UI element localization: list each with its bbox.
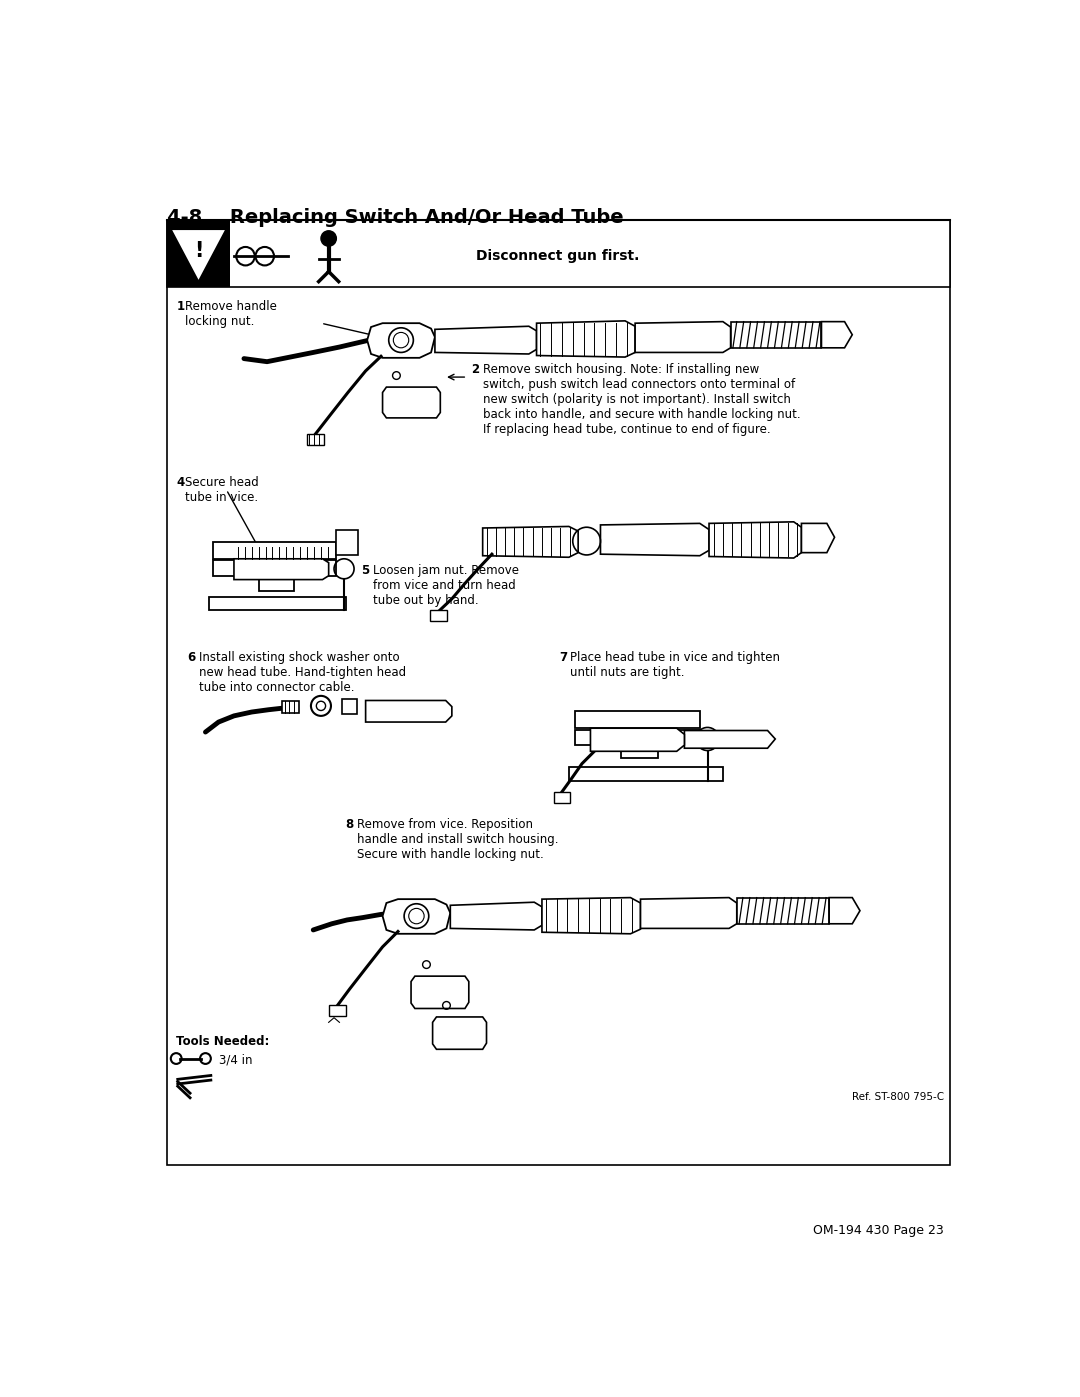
Bar	[730, 321, 822, 348]
Polygon shape	[685, 731, 775, 749]
Bar	[167, 219, 950, 286]
Text: Remove from vice. Reposition
handle and install switch housing.
Secure with hand: Remove from vice. Reposition handle and …	[357, 819, 558, 862]
Text: 3/4 in: 3/4 in	[218, 1053, 252, 1066]
Polygon shape	[411, 977, 469, 1009]
Polygon shape	[640, 898, 737, 929]
Bar	[569, 767, 723, 781]
Bar	[167, 219, 950, 1165]
Polygon shape	[435, 327, 537, 353]
Polygon shape	[450, 902, 542, 930]
Polygon shape	[234, 559, 328, 580]
Text: 4: 4	[176, 475, 185, 489]
Bar	[621, 735, 658, 759]
Bar	[554, 792, 570, 803]
Polygon shape	[366, 700, 451, 722]
Bar	[208, 597, 346, 610]
Polygon shape	[801, 524, 835, 553]
Polygon shape	[591, 728, 685, 752]
Polygon shape	[171, 229, 226, 282]
Text: Slide handle.: Slide handle.	[607, 327, 684, 339]
Text: 5: 5	[361, 564, 369, 577]
Text: Place head tube in vice and tighten
until nuts are tight.: Place head tube in vice and tighten unti…	[570, 651, 781, 679]
Text: Ref. ST-800 795-C: Ref. ST-800 795-C	[852, 1091, 944, 1102]
Bar	[341, 698, 357, 714]
Polygon shape	[382, 900, 450, 933]
Text: Remove handle
locking nut.: Remove handle locking nut.	[186, 300, 278, 328]
Bar	[167, 219, 230, 286]
Polygon shape	[600, 524, 710, 556]
Text: 3: 3	[596, 327, 605, 339]
Text: Tools Needed:: Tools Needed:	[176, 1035, 270, 1048]
Circle shape	[321, 231, 336, 246]
Polygon shape	[822, 321, 852, 348]
Polygon shape	[483, 527, 578, 557]
Bar	[259, 571, 294, 591]
Text: OM-194 430 Page 23: OM-194 430 Page 23	[813, 1224, 944, 1238]
Text: 6: 6	[188, 651, 195, 664]
Bar	[328, 1006, 346, 1016]
Text: 2: 2	[471, 363, 480, 376]
Polygon shape	[542, 898, 640, 933]
Bar	[213, 560, 336, 576]
Bar	[213, 542, 336, 559]
Polygon shape	[367, 323, 435, 358]
Bar	[298, 224, 360, 284]
Polygon shape	[382, 387, 441, 418]
Text: 1: 1	[176, 300, 185, 313]
Text: Install existing shock washer onto
new head tube. Hand-tighten head
tube into co: Install existing shock washer onto new h…	[200, 651, 406, 694]
Polygon shape	[829, 898, 860, 923]
Text: 8: 8	[346, 819, 354, 831]
Bar	[283, 701, 299, 712]
Bar	[575, 729, 700, 745]
Text: Loosen jam nut. Remove
from vice and turn head
tube out by hand.: Loosen jam nut. Remove from vice and tur…	[373, 564, 518, 608]
Polygon shape	[635, 321, 730, 352]
Text: 7: 7	[559, 651, 568, 664]
Text: Remove switch housing. Note: If installing new
switch, push switch lead connecto: Remove switch housing. Note: If installi…	[483, 363, 800, 436]
Text: Secure head
tube in vice.: Secure head tube in vice.	[186, 475, 259, 504]
Bar	[230, 224, 294, 284]
Text: !: !	[193, 240, 203, 261]
Polygon shape	[710, 522, 801, 557]
Bar	[737, 898, 829, 923]
Polygon shape	[433, 1017, 486, 1049]
Bar	[336, 531, 357, 555]
Bar	[307, 434, 324, 444]
Text: Disconnect gun first.: Disconnect gun first.	[475, 249, 639, 263]
Bar	[430, 610, 447, 622]
Polygon shape	[537, 321, 635, 358]
Bar	[575, 711, 700, 728]
Text: 4-8.   Replacing Switch And/Or Head Tube: 4-8. Replacing Switch And/Or Head Tube	[167, 208, 623, 226]
